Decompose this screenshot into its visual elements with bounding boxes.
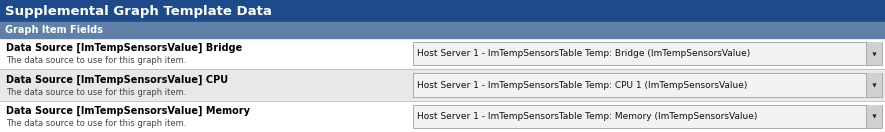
Bar — [866, 73, 882, 97]
Bar — [413, 105, 882, 128]
Text: Host Server 1 - lmTempSensorsTable Temp: Memory (lmTempSensorsValue): Host Server 1 - lmTempSensorsTable Temp:… — [417, 112, 758, 121]
Bar — [866, 42, 882, 65]
Text: The data source to use for this graph item.: The data source to use for this graph it… — [6, 119, 187, 128]
Text: Host Server 1 - lmTempSensorsTable Temp: CPU 1 (lmTempSensorsValue): Host Server 1 - lmTempSensorsTable Temp:… — [417, 81, 747, 89]
Bar — [0, 69, 885, 101]
Text: Graph Item Fields: Graph Item Fields — [5, 25, 103, 35]
Bar — [0, 0, 885, 22]
Bar — [413, 73, 882, 97]
Text: The data source to use for this graph item.: The data source to use for this graph it… — [6, 56, 187, 65]
Bar — [866, 105, 882, 128]
Text: Data Source [lmTempSensorsValue] CPU: Data Source [lmTempSensorsValue] CPU — [6, 75, 228, 85]
Text: The data source to use for this graph item.: The data source to use for this graph it… — [6, 88, 187, 97]
Text: Host Server 1 - lmTempSensorsTable Temp: Bridge (lmTempSensorsValue): Host Server 1 - lmTempSensorsTable Temp:… — [417, 49, 750, 58]
Text: Data Source [lmTempSensorsValue] Bridge: Data Source [lmTempSensorsValue] Bridge — [6, 43, 242, 53]
Text: Data Source [lmTempSensorsValue] Memory: Data Source [lmTempSensorsValue] Memory — [6, 106, 250, 116]
Bar — [413, 42, 882, 65]
Bar — [0, 22, 885, 38]
Bar — [0, 101, 885, 132]
Bar — [0, 38, 885, 69]
Text: Supplemental Graph Template Data: Supplemental Graph Template Data — [5, 4, 272, 18]
